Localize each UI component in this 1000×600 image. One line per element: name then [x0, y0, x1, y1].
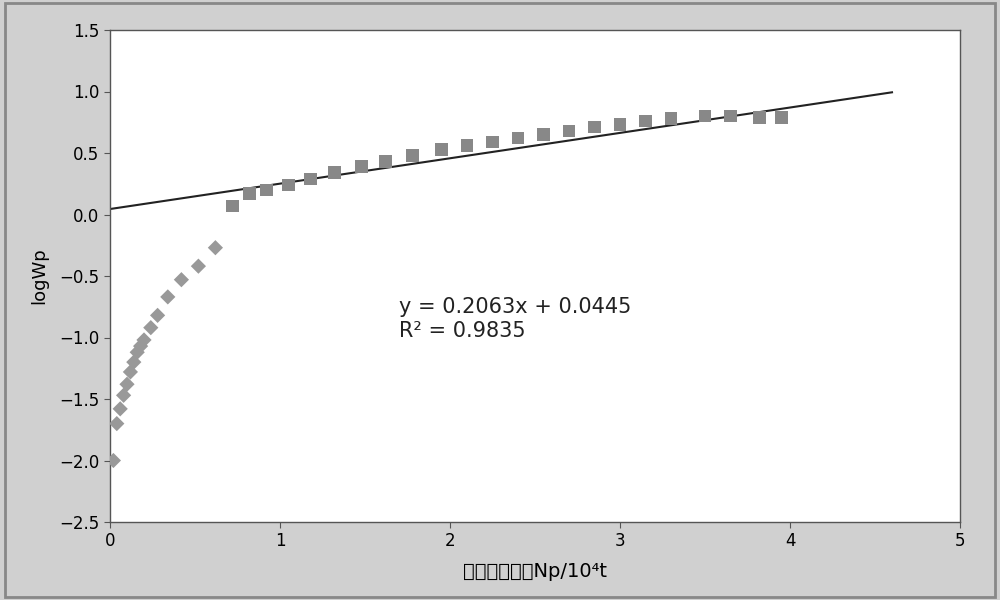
Point: [258, 185, 274, 194]
Point: [638, 116, 654, 126]
Point: [612, 120, 628, 130]
Point: [280, 180, 296, 190]
Point: [112, 404, 128, 413]
Point: [405, 151, 421, 160]
Point: [434, 145, 450, 154]
Y-axis label: logWp: logWp: [30, 248, 48, 304]
Point: [354, 162, 370, 172]
Point: [160, 292, 176, 302]
Point: [586, 122, 602, 132]
Point: [143, 323, 159, 332]
Point: [109, 419, 125, 428]
Point: [133, 341, 149, 351]
Point: [207, 243, 223, 253]
Point: [150, 311, 166, 320]
Point: [241, 189, 257, 199]
X-axis label: 累积产油量，Np/10⁴t: 累积产油量，Np/10⁴t: [463, 562, 607, 581]
Point: [224, 201, 240, 211]
Point: [105, 456, 121, 466]
Point: [190, 262, 206, 271]
Point: [751, 113, 767, 122]
Point: [119, 379, 135, 389]
Point: [510, 133, 526, 143]
Point: [303, 174, 319, 184]
Point: [129, 347, 145, 357]
Text: y = 0.2063x + 0.0445
R² = 0.9835: y = 0.2063x + 0.0445 R² = 0.9835: [399, 298, 631, 341]
Point: [663, 114, 679, 124]
Point: [722, 112, 738, 121]
Point: [697, 112, 713, 121]
Point: [116, 391, 132, 400]
Point: [377, 157, 393, 166]
Point: [774, 113, 790, 122]
Point: [459, 141, 475, 151]
Point: [561, 126, 577, 136]
Point: [536, 130, 552, 139]
Point: [136, 335, 152, 345]
Point: [484, 137, 500, 147]
Point: [326, 168, 342, 178]
Point: [173, 275, 189, 284]
Point: [122, 367, 138, 377]
Point: [126, 357, 142, 367]
